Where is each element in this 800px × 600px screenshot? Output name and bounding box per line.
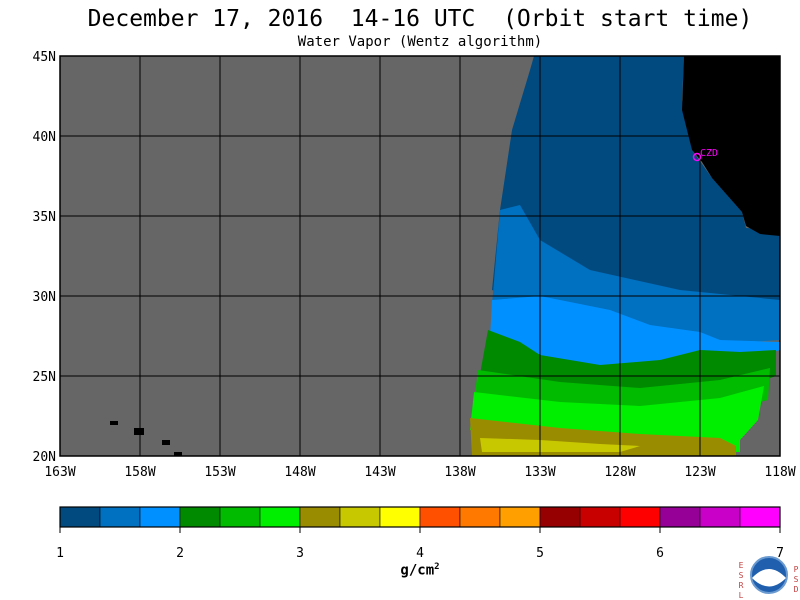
colorbar-swatch [659, 506, 701, 528]
logo-letter: R [739, 581, 744, 590]
logo-text: NOAA [761, 573, 779, 581]
colorbar-tick-label: 3 [296, 546, 304, 561]
colorbar-swatch [699, 506, 741, 528]
swath-band-3-5 [470, 386, 764, 452]
station-marker-icon [692, 152, 702, 162]
logo-letter: L [739, 591, 744, 600]
station-label: CZD [700, 148, 718, 159]
lat-label-30N: 30N [33, 290, 56, 305]
colorbar-tick-label: 1 [56, 546, 64, 561]
colorbar-swatch [219, 506, 261, 528]
map-title: December 17, 2016 14-16 UTC (Orbit start… [87, 6, 753, 32]
lat-label-25N: 25N [33, 370, 56, 385]
lon-label-148W: 148W [284, 465, 315, 480]
water-vapor-swath [470, 56, 780, 456]
colorbar-swatch [139, 506, 181, 528]
colorbar-swatch [99, 506, 141, 528]
colorbar-swatch [419, 506, 461, 528]
colorbar-tick-label: 7 [776, 546, 784, 561]
colorbar-swatch [299, 506, 341, 528]
logo-letter: D [794, 585, 799, 594]
colorbar-tick-label: 4 [416, 546, 424, 561]
colorbar-swatch [59, 506, 101, 528]
lon-label-153W: 153W [204, 465, 235, 480]
lon-label-158W: 158W [124, 465, 155, 480]
colorbar-swatch [379, 506, 421, 528]
colorbar-tick-label: 2 [176, 546, 184, 561]
map-frame [59, 55, 781, 457]
lon-label-128W: 128W [604, 465, 635, 480]
colorbar-tick-label: 5 [536, 546, 544, 561]
colorbar-swatch [619, 506, 661, 528]
swath-band-4-5 [480, 438, 640, 452]
colorbar-swatch [539, 506, 581, 528]
lon-label-133W: 133W [524, 465, 555, 480]
hawaii-islands [110, 421, 182, 456]
noaa-logo: NOAA [750, 556, 788, 594]
colorbar-tick-label: 6 [656, 546, 664, 561]
logo-letter: S [794, 575, 799, 584]
colorbar-swatch [179, 506, 221, 528]
lon-label-143W: 143W [364, 465, 395, 480]
colorbar-swatch [459, 506, 501, 528]
logo-letter: E [739, 561, 744, 570]
lat-label-35N: 35N [33, 210, 56, 225]
north-america-land [682, 56, 780, 236]
lon-label-118W: 118W [764, 465, 795, 480]
map-grid [60, 56, 780, 456]
colorbar-ticks: 1 2 3 4 5 6 7 [56, 527, 784, 561]
lon-label-163W: 163W [44, 465, 75, 480]
colorbar-swatch [339, 506, 381, 528]
logo-letter: S [739, 571, 744, 580]
lat-label-45N: 45N [33, 50, 56, 65]
map-subtitle: Water Vapor (Wentz algorithm) [297, 34, 543, 50]
lon-label-123W: 123W [684, 465, 715, 480]
logo-letter: P [794, 565, 799, 574]
colorbar-swatch [579, 506, 621, 528]
longitude-labels: 163W 158W 153W 148W 143W 138W 133W 128W 123W 118W [44, 465, 795, 480]
lat-label-40N: 40N [33, 130, 56, 145]
colorbar-swatch [259, 506, 301, 528]
colorbar-swatch [499, 506, 541, 528]
colorbar [59, 506, 781, 528]
lon-label-138W: 138W [444, 465, 475, 480]
legend-unit: g/cm2 [400, 562, 440, 579]
colorbar-swatch [739, 506, 781, 528]
lat-label-20N: 20N [33, 450, 56, 465]
latitude-labels: 45N 40N 35N 30N 25N 20N [33, 50, 56, 465]
